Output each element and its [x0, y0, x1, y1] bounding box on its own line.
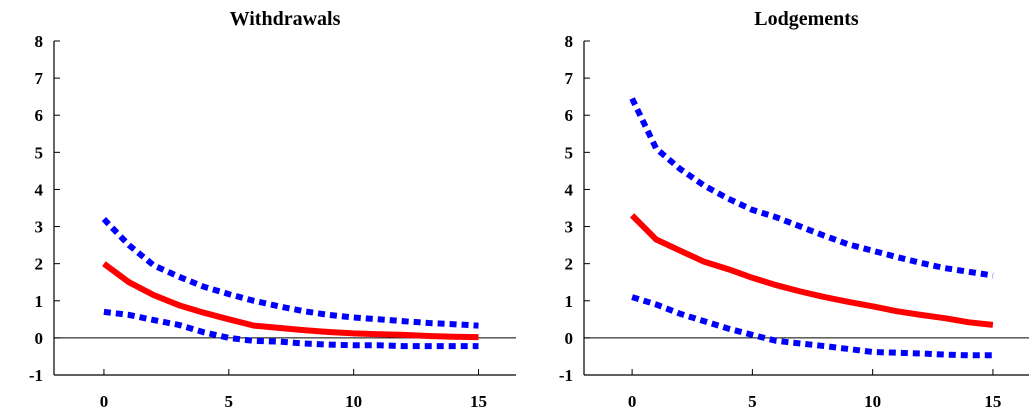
y-tick-label: 2 — [35, 255, 44, 274]
y-tick-label: 7 — [35, 69, 44, 88]
chart-title: Lodgements — [754, 8, 859, 30]
y-tick-label: -1 — [559, 366, 573, 385]
y-tick-label: 0 — [35, 329, 44, 348]
y-tick-label: 5 — [565, 143, 574, 162]
x-tick-label: 0 — [628, 392, 637, 411]
series-upper-band — [629, 97, 994, 279]
y-tick-label: 7 — [565, 69, 574, 88]
x-tick-label: 5 — [748, 392, 757, 411]
y-tick-label: 6 — [565, 106, 574, 125]
y-tick-label: 1 — [35, 292, 44, 311]
x-tick-label: 10 — [345, 392, 362, 411]
y-tick-label: 2 — [565, 255, 574, 274]
y-tick-label: -1 — [29, 366, 43, 385]
y-tick-label: 3 — [35, 218, 44, 237]
y-tick-label: 1 — [565, 292, 574, 311]
series-lower-band — [631, 294, 993, 359]
y-tick-label: 5 — [35, 143, 44, 162]
y-tick-label: 8 — [35, 32, 44, 51]
y-tick-label: 4 — [35, 180, 44, 199]
series-lower-band — [103, 308, 479, 350]
y-tick-label: 6 — [35, 106, 44, 125]
x-tick-label: 0 — [100, 392, 109, 411]
x-tick-label: 15 — [984, 392, 1001, 411]
chart-panel-lodgements: Lodgements -1 0 1 2 3 4 5 6 7 8 0 5 10 15 — [559, 8, 1029, 411]
chart-title: Withdrawals — [230, 8, 341, 30]
series-upper-band — [101, 217, 479, 329]
chart-panel-withdrawals: Withdrawals -1 0 1 2 3 4 5 6 7 8 0 5 10 15 — [29, 8, 516, 411]
y-tick-label: 4 — [565, 180, 574, 199]
x-tick-label: 15 — [470, 392, 487, 411]
x-tick-label: 5 — [225, 392, 234, 411]
y-tick-label: 8 — [565, 32, 574, 51]
y-tick-label: 0 — [565, 329, 574, 348]
x-tick-label: 10 — [864, 392, 881, 411]
series-estimate — [629, 213, 994, 328]
y-tick-label: 3 — [565, 218, 574, 237]
series-estimate — [102, 261, 479, 341]
